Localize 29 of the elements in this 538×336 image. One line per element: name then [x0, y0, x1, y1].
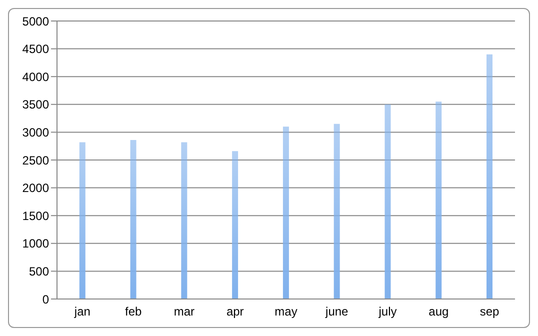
bar — [384, 104, 391, 299]
x-tick-label: sep — [480, 304, 500, 319]
y-tick-label: 500 — [28, 264, 50, 278]
y-tick-label: 2500 — [22, 153, 50, 168]
y-tick-label: 0 — [42, 292, 50, 306]
bar — [79, 142, 86, 299]
bar — [130, 140, 136, 299]
x-tick-label: jan — [73, 304, 90, 319]
bar — [486, 54, 492, 299]
x-tick-label: may — [274, 304, 298, 319]
y-tick-label: 4500 — [22, 42, 50, 56]
y-tick-label: 3000 — [22, 125, 50, 140]
y-tick-label: 1500 — [22, 208, 50, 223]
bar — [232, 151, 238, 299]
y-tick-label: 5000 — [22, 14, 50, 28]
bar — [282, 126, 289, 299]
y-tick-label: 1000 — [22, 236, 50, 251]
y-tick-label: 2000 — [22, 181, 50, 196]
y-tick-label: 4000 — [22, 70, 50, 84]
x-tick-label: aug — [428, 304, 449, 319]
bar — [181, 142, 188, 299]
x-tick-label: june — [324, 304, 349, 319]
bar — [334, 124, 340, 299]
x-tick-label: mar — [174, 304, 195, 319]
x-tick-label: july — [378, 304, 397, 319]
y-tick-label: 3500 — [22, 98, 50, 112]
bar — [436, 102, 442, 299]
x-tick-label: apr — [226, 304, 244, 319]
x-tick-label: feb — [124, 304, 142, 319]
